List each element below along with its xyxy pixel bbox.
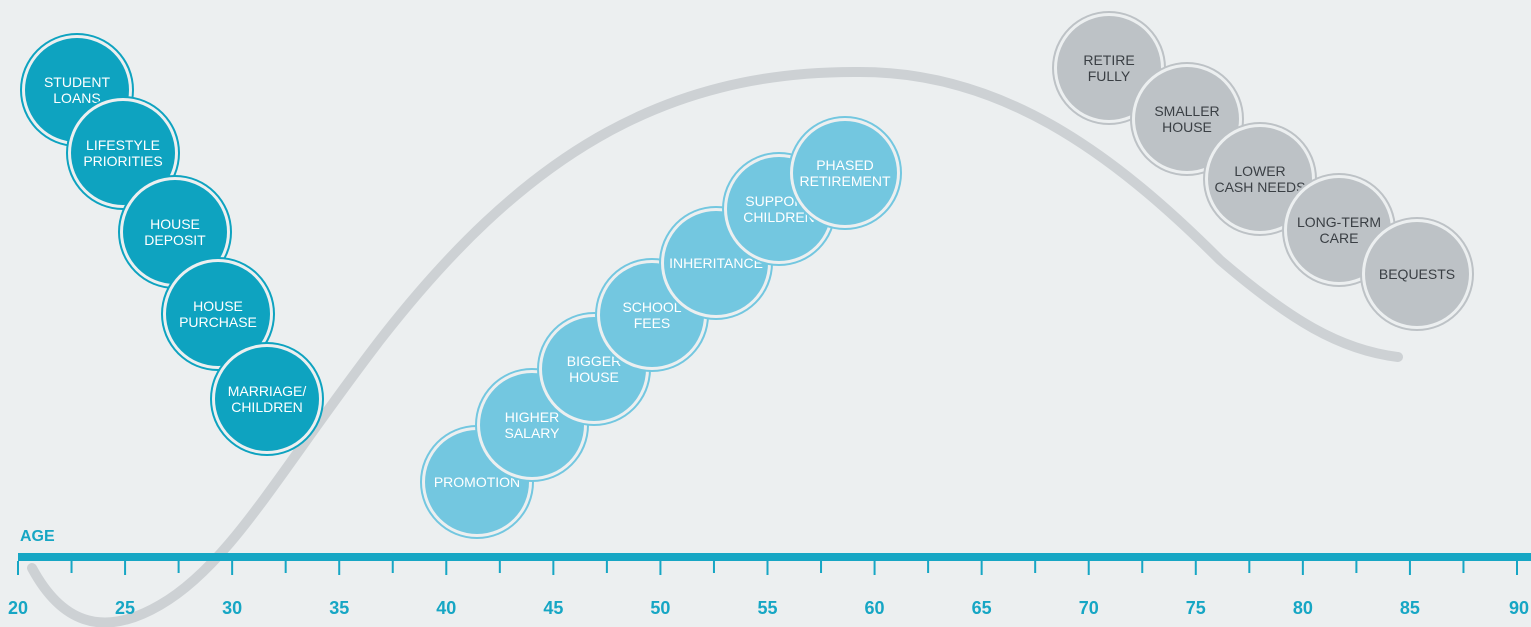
age-minor-tick <box>498 561 501 573</box>
age-minor-tick <box>820 561 823 573</box>
age-tick-label: 25 <box>115 598 135 618</box>
age-tick-label: 75 <box>1186 598 1206 618</box>
age-minor-tick <box>177 561 180 573</box>
age-minor-tick <box>927 561 930 573</box>
bubble-bequests: BEQUESTS <box>1365 222 1469 326</box>
age-major-tick <box>1301 561 1304 575</box>
age-tick-label: 85 <box>1400 598 1420 618</box>
wealth-curve <box>27 66 1403 627</box>
age-major-tick <box>1087 561 1090 575</box>
age-major-tick <box>445 561 448 575</box>
bubble-smaller-house: SMALLER HOUSE <box>1135 67 1239 171</box>
age-major-tick <box>124 561 127 575</box>
age-major-tick <box>1516 561 1518 575</box>
age-tick-label: 60 <box>865 598 885 618</box>
age-minor-tick <box>70 561 73 573</box>
age-major-tick <box>17 561 19 575</box>
age-tick-label: 90 <box>1509 598 1529 618</box>
age-tick-label: 20 <box>8 598 28 618</box>
age-tick-label: 80 <box>1293 598 1313 618</box>
age-tick-label: 55 <box>757 598 777 618</box>
age-minor-tick <box>391 561 394 573</box>
age-major-tick <box>231 561 234 575</box>
bubble-marriage-children: MARRIAGE/ CHILDREN <box>215 347 319 451</box>
age-minor-tick <box>1141 561 1144 573</box>
bubble-house-purchase: HOUSE PURCHASE <box>166 262 270 366</box>
age-minor-tick <box>1355 561 1358 573</box>
age-minor-tick <box>1462 561 1465 573</box>
age-axis-label: AGE <box>20 528 55 545</box>
age-major-tick <box>552 561 555 575</box>
age-axis-line <box>18 553 1531 561</box>
age-major-tick <box>659 561 662 575</box>
age-axis-tick-labels: 20 25 30 35 40 45 50 55 60 65 70 75 80 85 90 <box>8 598 1529 618</box>
age-tick-label: 35 <box>329 598 349 618</box>
age-tick-label: 45 <box>543 598 563 618</box>
bubble-phased-retirement: PHASED RETIREMENT <box>793 121 897 225</box>
age-major-tick <box>338 561 341 575</box>
age-tick-label: 40 <box>436 598 456 618</box>
age-major-tick <box>873 561 876 575</box>
age-tick-label: 65 <box>972 598 992 618</box>
age-major-tick <box>766 561 769 575</box>
age-axis-ticks <box>17 561 1518 575</box>
age-tick-label: 50 <box>650 598 670 618</box>
age-minor-tick <box>605 561 608 573</box>
age-minor-tick <box>1248 561 1251 573</box>
age-minor-tick <box>284 561 287 573</box>
age-tick-label: 30 <box>222 598 242 618</box>
age-major-tick <box>980 561 983 575</box>
age-major-tick <box>1408 561 1411 575</box>
age-minor-tick <box>712 561 715 573</box>
age-minor-tick <box>1034 561 1037 573</box>
bubble-long-term-care: LONG-TERM CARE <box>1287 178 1391 282</box>
age-major-tick <box>1194 561 1197 575</box>
age-tick-label: 70 <box>1079 598 1099 618</box>
